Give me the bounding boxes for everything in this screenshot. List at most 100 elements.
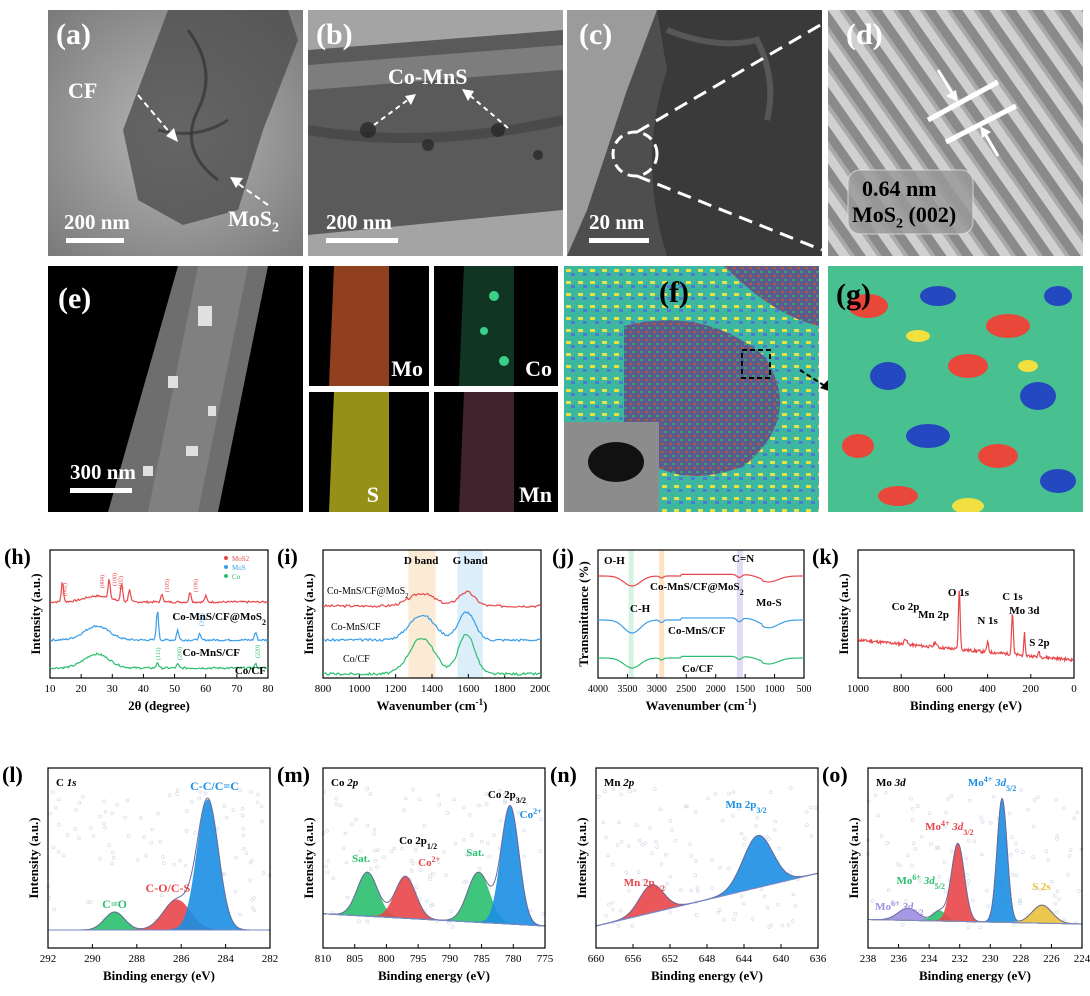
series-label-co-mns-cf: Co-MnS/CF [183, 647, 241, 659]
legend-marker [224, 556, 228, 560]
noise-point [665, 881, 669, 886]
noise-point [521, 797, 526, 801]
panel-label-e: (e) [58, 282, 92, 315]
noise-point [731, 813, 735, 818]
noise-point [776, 902, 780, 907]
x-tick-label: 284 [217, 953, 234, 965]
noise-point [679, 888, 683, 893]
noise-point [790, 919, 795, 923]
noise-point [538, 849, 543, 853]
noise-point [919, 834, 924, 839]
noise-point [742, 901, 746, 906]
x-tick-label: 70 [231, 683, 243, 695]
noise-point [927, 811, 932, 815]
x-tick-label: 2000 [530, 683, 550, 695]
zoom-line-top [636, 22, 822, 134]
noise-point [1053, 901, 1058, 906]
noise-point [978, 925, 982, 930]
noise-point [444, 873, 448, 877]
noise-point [142, 835, 147, 839]
noise-point [879, 834, 884, 838]
noise-point [242, 846, 246, 851]
noise-point [762, 894, 767, 899]
noise-point [610, 907, 615, 912]
noise-point [508, 796, 513, 801]
peak-label: (100) [111, 573, 118, 586]
envelope-line [867, 797, 1083, 925]
peak-label-c-o-c-s: C-O/C-S [146, 881, 191, 895]
envelope-line [322, 805, 546, 927]
x-tick-label: 1000 [765, 684, 785, 695]
noise-point [936, 846, 940, 850]
noise-point [1010, 835, 1014, 839]
noise-point [659, 862, 664, 866]
annotation-mo4-52: Mo4+ 3d5/2 [968, 775, 1016, 793]
x-tick-label: 1400 [421, 683, 444, 695]
noise-point [750, 917, 755, 921]
noise-point [341, 846, 346, 851]
noise-point [126, 834, 131, 838]
noise-point [886, 888, 891, 893]
panel-f-gpa: (f) [564, 266, 819, 512]
x-tick-label: 644 [736, 953, 753, 965]
noise-point [115, 802, 119, 807]
x-tick-label: 1000 [847, 683, 870, 695]
noise-point [662, 886, 667, 890]
x-axis-label: Binding energy (eV) [910, 698, 1022, 713]
noise-point [755, 815, 760, 820]
y-axis-label: Intensity (a.u.) [836, 573, 851, 654]
peak-label: (111) [155, 647, 162, 660]
series-line-co-mns-cf [49, 611, 269, 642]
noise-point [365, 823, 370, 828]
noise-point [1077, 889, 1081, 893]
noise-point [52, 907, 56, 912]
chart-title: Co 2p [331, 777, 359, 789]
x-axis-label: Binding energy (eV) [919, 968, 1031, 983]
noise-point [484, 792, 489, 796]
chart-l-c1s: 292 290 288 286 284 282 Binding energy (eV) Int… [2, 762, 278, 983]
noise-point [150, 827, 155, 832]
noise-point [626, 844, 631, 848]
noise-point [954, 827, 958, 832]
series-label-co-mns-cf: Co-MnS/CF [668, 625, 726, 637]
peak-label: (200) [177, 647, 184, 660]
noise-point [98, 814, 102, 819]
peak-label-c-o: C=O [102, 897, 127, 911]
noise-point [111, 850, 115, 855]
series-line-co-mns-cf [322, 611, 542, 643]
map-label-mo: Mo [391, 356, 423, 381]
noise-point [668, 910, 672, 915]
y-axis-label: Intensity (a.u.) [301, 817, 316, 898]
peak-label-c-c: C-C/C=C [190, 779, 239, 793]
series-line-co-cf [49, 652, 269, 670]
noise-point [192, 831, 197, 835]
noise-point [112, 855, 116, 860]
noise-point [988, 821, 993, 825]
noise-point [754, 824, 758, 828]
noise-point [809, 805, 813, 810]
noise-point [873, 793, 878, 798]
noise-point [965, 873, 969, 877]
noise-point [668, 874, 673, 879]
noise-point [695, 889, 700, 893]
noise-point [77, 836, 81, 841]
noise-point [61, 853, 66, 858]
noise-point [462, 880, 466, 885]
noise-point [1008, 852, 1013, 857]
noise-point [250, 897, 254, 902]
noise-point [640, 842, 645, 847]
noise-point [428, 873, 432, 878]
noise-point [979, 852, 984, 857]
noise-point [718, 865, 722, 870]
noise-point [382, 855, 386, 859]
noise-point [402, 808, 407, 813]
circle-marker [611, 130, 659, 178]
noise-point [73, 827, 78, 831]
panel-label-o: (o) [822, 762, 848, 787]
noise-point [1046, 857, 1051, 862]
noise-point [372, 848, 377, 853]
g-band-label: G band [453, 555, 488, 567]
series-label-co-cf: Co/CF [235, 665, 266, 677]
chart-n-mn2p: 660 656 652 648 644 640 636 Binding energy (eV)… [550, 762, 827, 983]
noise-point [1017, 899, 1022, 904]
